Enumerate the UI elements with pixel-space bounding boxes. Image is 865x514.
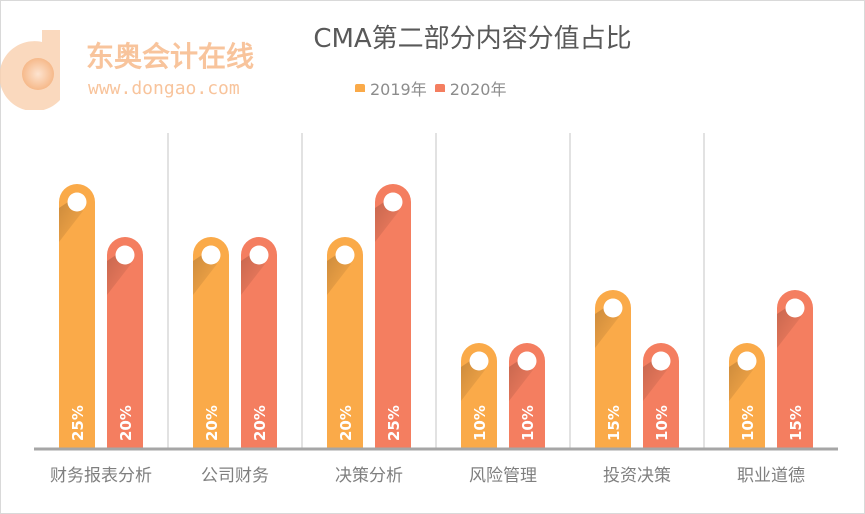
bar-shadow xyxy=(643,361,667,401)
bar-cap-circle xyxy=(201,245,221,265)
bar xyxy=(241,237,277,449)
category-label: 职业道德 xyxy=(737,466,805,486)
data-label: 20% xyxy=(337,405,355,441)
legend: 2019年 2020年 xyxy=(355,76,506,100)
bar-shadow xyxy=(327,255,351,295)
bar xyxy=(327,237,363,449)
data-label: 20% xyxy=(251,405,269,441)
legend-item-2020: 2020年 xyxy=(434,76,507,100)
watermark-url: www.dongao.com xyxy=(88,78,240,99)
bar-cap-circle xyxy=(67,192,87,212)
bar-cap-circle xyxy=(383,192,403,212)
category-label: 投资决策 xyxy=(603,466,671,486)
bar-shadow xyxy=(777,308,801,348)
bar-shadow xyxy=(729,361,753,401)
bar-cap-circle xyxy=(335,245,355,265)
bar-cap-circle xyxy=(249,245,269,265)
data-label: 15% xyxy=(787,405,805,441)
legend-item-2019: 2019年 xyxy=(355,76,427,100)
bar-cap-circle xyxy=(651,351,671,371)
legend-swatch xyxy=(355,84,365,92)
bar-cap-circle xyxy=(469,351,489,371)
bar-shadow xyxy=(241,255,265,295)
data-label: 10% xyxy=(519,405,537,441)
bar-shadow xyxy=(509,361,533,401)
chart-title: CMA第二部分内容分值占比 xyxy=(313,24,632,54)
data-label: 25% xyxy=(385,405,403,441)
bar xyxy=(375,184,411,449)
bar-cap-circle xyxy=(115,245,135,265)
data-label: 15% xyxy=(605,405,623,441)
bar-shadow xyxy=(461,361,485,401)
category-label: 公司财务 xyxy=(201,466,269,486)
legend-label: 2020年 xyxy=(449,80,507,99)
bar-shadow xyxy=(107,255,131,295)
data-label: 10% xyxy=(739,405,757,441)
watermark-brand: 东奥会计在线 xyxy=(86,40,254,73)
legend-swatch xyxy=(434,84,445,92)
data-label: 10% xyxy=(653,405,671,441)
category-label: 风险管理 xyxy=(469,466,537,486)
data-label: 20% xyxy=(117,405,135,441)
data-label: 25% xyxy=(69,405,87,441)
bar-shadow xyxy=(193,255,217,295)
data-label: 20% xyxy=(203,405,221,441)
category-label: 决策分析 xyxy=(335,466,403,486)
bar-cap-circle xyxy=(603,298,623,318)
bar-shadow xyxy=(375,202,399,242)
watermark-logo: 东奥会计在线 www.dongao.com xyxy=(0,30,254,110)
legend-label: 2019年 xyxy=(370,80,427,99)
bar-shadow xyxy=(595,308,619,348)
bar-cap-circle xyxy=(517,351,537,371)
bar-cap-circle xyxy=(737,351,757,371)
bar xyxy=(193,237,229,449)
bar xyxy=(107,237,143,449)
bar xyxy=(59,184,95,449)
category-label: 财务报表分析 xyxy=(50,466,152,486)
bar-cap-circle xyxy=(785,298,805,318)
data-label: 10% xyxy=(471,405,489,441)
bar-shadow xyxy=(59,202,83,242)
